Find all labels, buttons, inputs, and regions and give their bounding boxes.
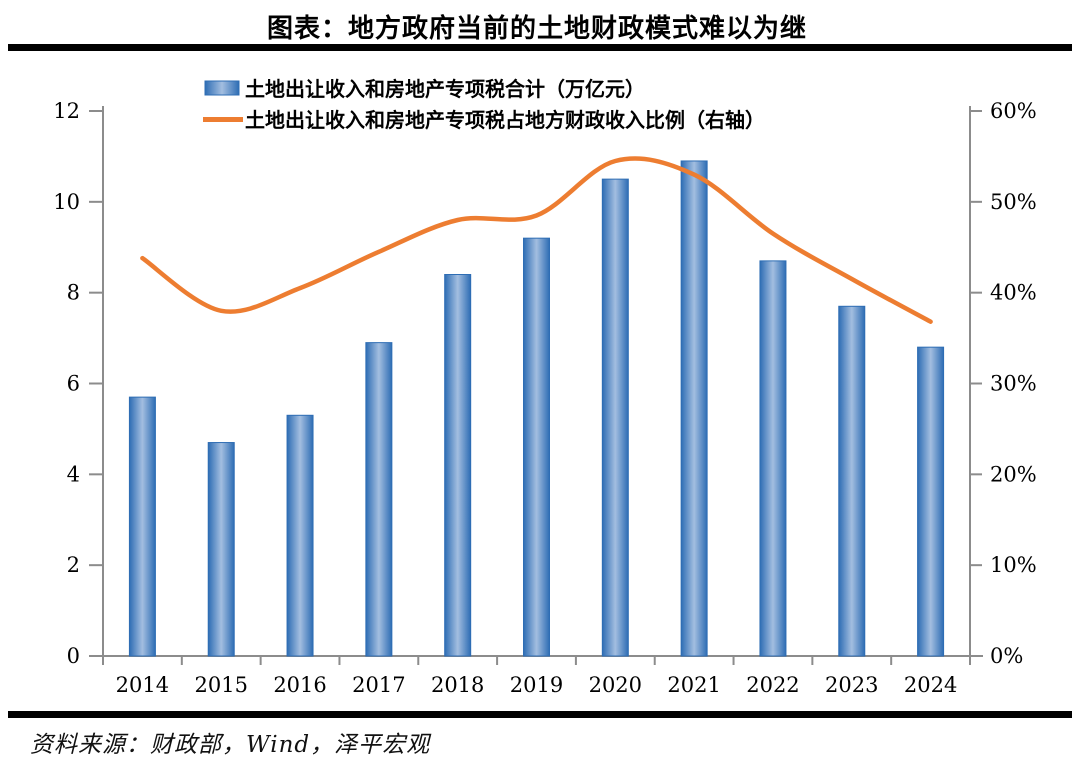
x-axis-label-2020: 2020 [589, 673, 642, 697]
bar-2015 [207, 442, 235, 657]
x-axis-label-2019: 2019 [510, 673, 563, 697]
bar-2022 [759, 260, 787, 657]
bar-2016 [286, 414, 314, 657]
x-axis-label-2014: 2014 [116, 673, 169, 697]
right-axis-label-10%: 10% [990, 553, 1037, 577]
x-axis-label-2022: 2022 [746, 673, 799, 697]
right-axis-label-0%: 0% [990, 644, 1023, 668]
x-axis-label-2015: 2015 [195, 673, 248, 697]
legend-line-swatch-icon [203, 117, 243, 122]
x-axis-label-2024: 2024 [904, 673, 957, 697]
bar-2020 [601, 178, 629, 657]
x-axis-label-2023: 2023 [825, 673, 878, 697]
x-axis-label-2016: 2016 [273, 673, 326, 697]
left-axis-label-4: 4 [67, 462, 80, 486]
bar-2018 [444, 274, 472, 657]
legend-bar-label: 土地出让收入和房地产专项税合计（万亿元） [245, 77, 645, 101]
x-axis-label-2017: 2017 [352, 673, 405, 697]
right-axis-label-40%: 40% [990, 281, 1037, 305]
left-axis-label-12: 12 [53, 99, 80, 123]
x-axis-label-2018: 2018 [431, 673, 484, 697]
bar-2019 [523, 237, 550, 657]
bar-2017 [365, 342, 393, 657]
bar-2021 [680, 160, 708, 657]
left-axis-label-8: 8 [67, 281, 80, 305]
bottom-rule [8, 711, 1072, 718]
bar-2024 [917, 346, 945, 657]
axis-labels: 0 2 4 6 8 10 12 0% 10% 20% 30% 40% 50% 60% 2014 2015 201… [53, 99, 1036, 697]
legend: 土地出让收入和房地产专项税合计（万亿元） 土地出让收入和房地产专项税占地方财政收… [203, 77, 765, 132]
left-axis-label-2: 2 [67, 553, 80, 577]
bar-2023 [838, 305, 866, 657]
x-axis-label-2021: 2021 [667, 673, 720, 697]
left-axis-label-0: 0 [67, 644, 80, 668]
legend-line-label: 土地出让收入和房地产专项税占地方财政收入比例（右轴） [245, 108, 765, 132]
left-axis-label-10: 10 [53, 190, 80, 214]
top-rule [8, 44, 1072, 51]
line-series [140, 156, 933, 324]
source-text: 资料来源：财政部，Wind，泽平宏观 [30, 732, 432, 758]
right-axis-label-20%: 20% [990, 462, 1037, 486]
left-axis-label-6: 6 [67, 372, 80, 396]
bar-series [128, 160, 945, 657]
legend-bar-swatch-icon [204, 80, 240, 96]
right-axis-label-30%: 30% [990, 372, 1037, 396]
ratio-line [140, 156, 933, 324]
right-axis-label-50%: 50% [990, 190, 1037, 214]
bar-2014 [128, 396, 156, 657]
right-axis-label-60%: 60% [990, 99, 1037, 123]
chart-title: 图表：地方政府当前的土地财政模式难以为继 [267, 13, 807, 44]
